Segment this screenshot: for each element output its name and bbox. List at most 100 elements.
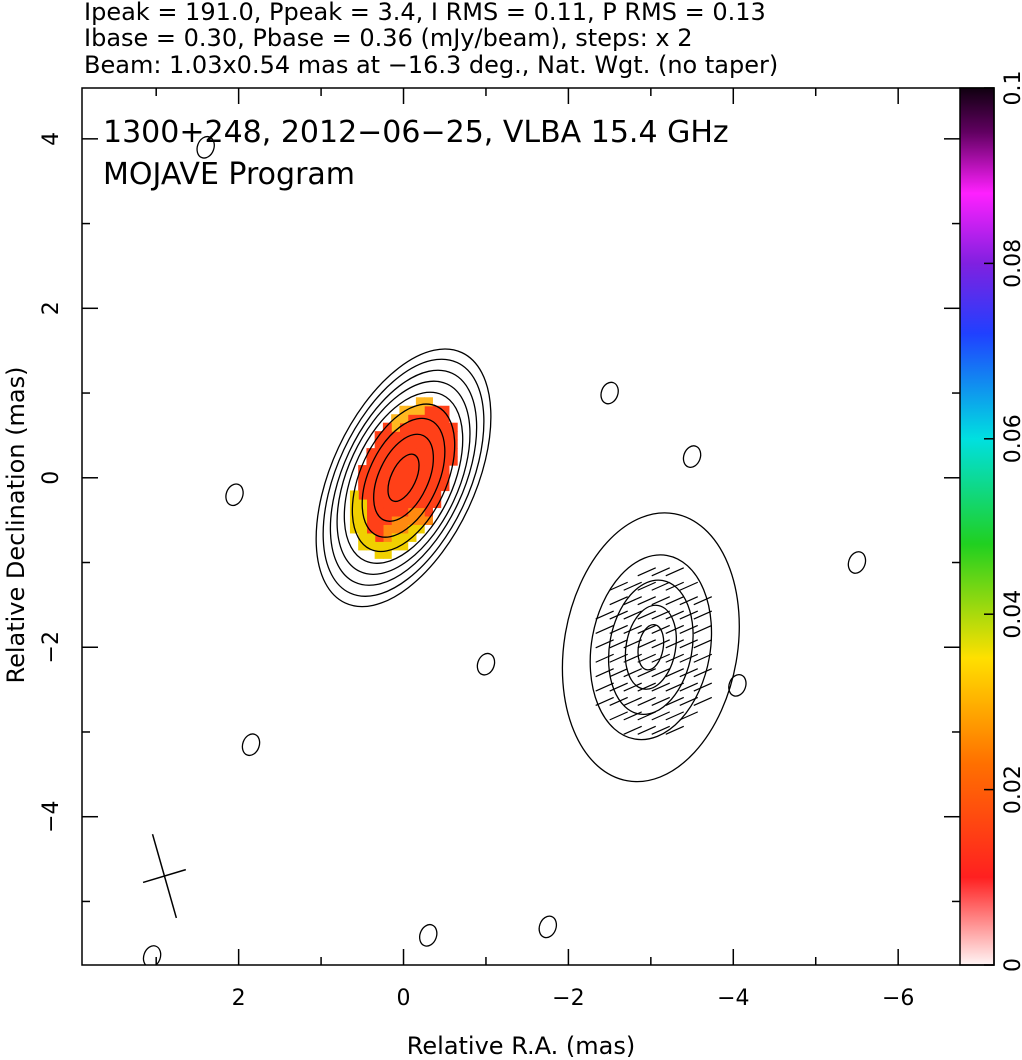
noise-contour: [225, 483, 244, 507]
polarization-pixel: [399, 524, 409, 534]
contour-core: [322, 358, 485, 597]
polarization-pixel: [358, 524, 368, 534]
contour-core: [343, 391, 464, 564]
polarization-pixel: [407, 405, 417, 415]
x-tick-label: −2: [552, 986, 584, 1011]
evpa-vector: [595, 668, 614, 678]
polarization-pixel: [382, 490, 392, 500]
polarization-pixel: [382, 524, 392, 534]
evpa-vector: [665, 639, 684, 649]
colorbar-tick-label: 0.06: [1001, 414, 1022, 463]
evpa-vector: [693, 696, 713, 707]
evpa-vector: [623, 596, 642, 606]
polarization-pixel: [374, 498, 384, 509]
polarization-pixel: [415, 439, 425, 449]
polarization-pixel: [432, 405, 442, 415]
polarization-pixel: [415, 507, 425, 517]
evpa-vector: [665, 711, 684, 721]
polarization-pixel: [391, 465, 400, 475]
evpa-vector: [679, 639, 699, 649]
polarization-pixel: [374, 549, 384, 559]
evpa-vector: [595, 624, 614, 635]
evpa-vector: [637, 596, 656, 606]
polarization-pixel: [415, 473, 425, 483]
polarization-pixel: [382, 448, 392, 458]
polarization-pixel: [382, 456, 392, 466]
evpa-vector: [595, 696, 614, 707]
evpa-vector: [651, 725, 670, 735]
evpa-vector: [665, 668, 684, 678]
noise-contour: [142, 945, 162, 965]
polarization-pixel: [407, 524, 417, 534]
polarization-pixel: [424, 405, 433, 415]
polarization-pixel: [399, 473, 409, 483]
evpa-vector: [637, 581, 656, 591]
colorbar-tick-label: 0: [1001, 958, 1022, 972]
contour-core: [373, 433, 435, 522]
y-tick-label: 4: [39, 132, 64, 146]
beam-cross: [142, 833, 187, 919]
polarization-pixel: [407, 473, 417, 483]
header-line-2: Ibase = 0.30, Pbase = 0.36 (mJy/beam), s…: [84, 24, 693, 52]
polarization-pixel: [432, 465, 442, 475]
evpa-vector: [679, 682, 699, 692]
contour-feature-sw: [637, 623, 665, 671]
evpa-vector: [679, 610, 699, 620]
contour-feature-sw: [589, 554, 713, 741]
polarization-pixel: [432, 456, 442, 466]
evpa-vector: [609, 596, 628, 606]
polarization-pixel: [391, 439, 400, 449]
polarization-pixel: [424, 448, 433, 458]
polarization-pixel: [382, 498, 392, 509]
polarization-pixel: [407, 414, 417, 424]
polarization-pixel: [366, 532, 376, 542]
evpa-vector: [623, 711, 642, 721]
evpa-vector: [679, 653, 699, 663]
polarization-pixel: [374, 482, 384, 492]
polarization-pixel: [391, 498, 400, 509]
polarization-pixel: [382, 541, 392, 551]
polarization-pixel: [399, 431, 409, 441]
polarization-pixel: [399, 448, 409, 458]
contour-core: [361, 417, 446, 538]
polarization-pixel: [407, 490, 417, 500]
evpa-vector: [665, 725, 684, 735]
evpa-vector: [679, 696, 699, 707]
polarization-pixel: [424, 456, 433, 466]
evpa-vector: [623, 610, 642, 620]
noise-contour: [600, 381, 619, 405]
evpa-vector: [651, 696, 670, 707]
contour-core: [329, 369, 478, 586]
polarization-pixel: [374, 524, 384, 534]
y-tick-label: −2: [39, 631, 64, 663]
polarization-pixel: [415, 448, 425, 458]
evpa-vector: [693, 610, 713, 620]
polarization-pixel: [358, 541, 368, 551]
evpa-vector: [637, 653, 656, 663]
evpa-vector: [651, 567, 670, 577]
x-axis-label: Relative R.A. (mas): [407, 1032, 635, 1060]
polarization-pixel: [440, 482, 450, 492]
evpa-vector: [679, 668, 699, 678]
polarization-pixel: [366, 482, 376, 492]
evpa-vector: [609, 610, 628, 620]
polarization-pixel: [399, 490, 409, 500]
polarization-pixel: [440, 431, 450, 441]
polarization-pixel: [407, 498, 417, 509]
polarization-pixel: [440, 456, 450, 466]
colorbar-ticks: 0 0.02 0.04 0.06 0.08 0.1: [984, 71, 1022, 972]
evpa-vector: [665, 581, 684, 591]
evpa-vector: [623, 696, 642, 707]
polarization-pixel: [391, 422, 400, 432]
evpa-vector: [651, 596, 670, 606]
x-tick-label: 0: [397, 986, 411, 1011]
polarization-pixel: [407, 515, 417, 525]
polarization-pixel: [407, 448, 417, 458]
evpa-vector: [609, 581, 628, 591]
noise-contour: [418, 923, 438, 947]
x-tick-label: 2: [232, 986, 246, 1011]
evpa-vector: [693, 653, 713, 663]
evpa-vector: [637, 567, 656, 577]
polarization-pixel: [415, 431, 425, 441]
colorbar: [959, 87, 995, 966]
